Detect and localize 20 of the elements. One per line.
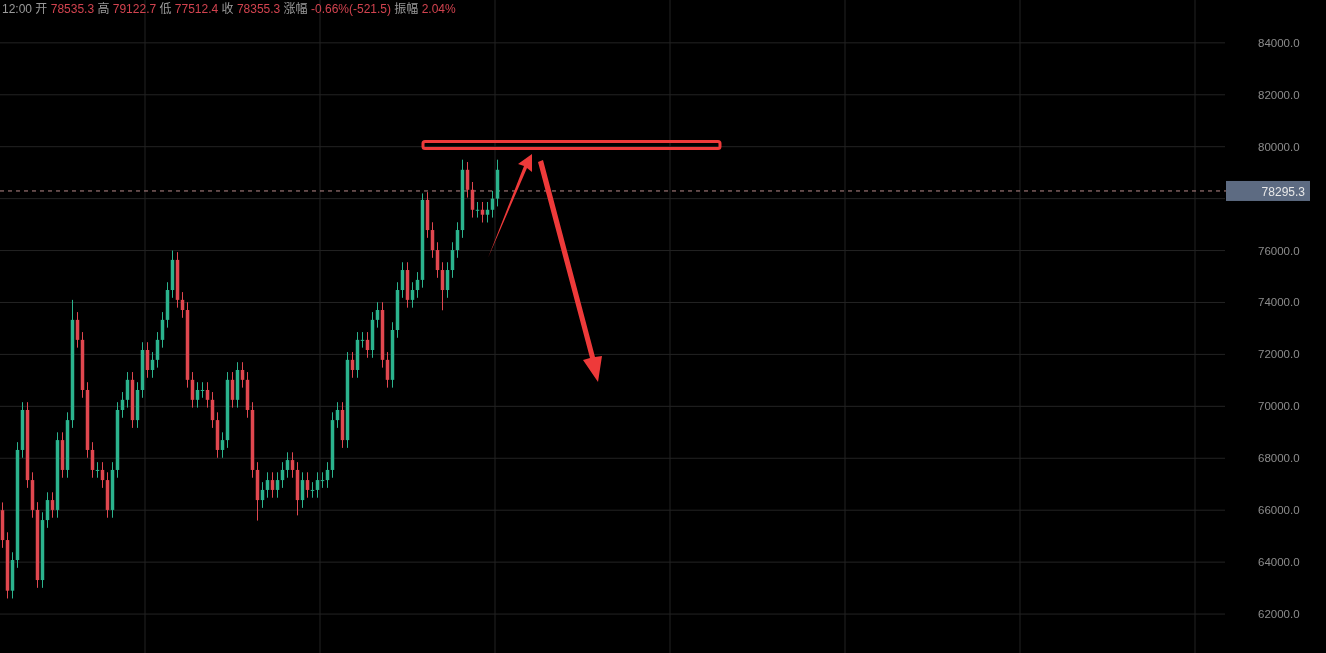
annotation: 高 79122.7 <box>94 1 157 16</box>
y-tick-label: 72000.0 <box>1258 348 1300 361</box>
annotation: 12:00 <box>2 2 33 16</box>
y-tick-label: 84000.0 <box>1258 36 1300 49</box>
y-tick-label: 74000.0 <box>1258 296 1300 309</box>
annotation: 低 77512.4 <box>156 2 219 16</box>
ref-line-label: 78295.3 <box>1261 184 1306 199</box>
annotation: 开 78535.3 <box>32 2 95 16</box>
y-tick-label: 80000.0 <box>1258 140 1300 153</box>
y-tick-label: 66000.0 <box>1258 504 1300 517</box>
annotation: 收 78355.3 <box>218 2 281 16</box>
ref-line-label: 78295.3 <box>1226 180 1310 201</box>
y-tick-label: 70000.0 <box>1258 400 1300 413</box>
annotation: 涨幅 -0.66%(-521.5) <box>280 1 391 16</box>
y-tick-label: 76000.0 <box>1258 244 1300 257</box>
y-tick-label: 64000.0 <box>1258 556 1300 569</box>
y-tick-label: 62000.0 <box>1258 608 1300 621</box>
y-tick-label: 68000.0 <box>1258 452 1300 465</box>
annotation: 振幅 2.04% <box>391 1 457 16</box>
y-tick-label: 82000.0 <box>1258 88 1300 101</box>
